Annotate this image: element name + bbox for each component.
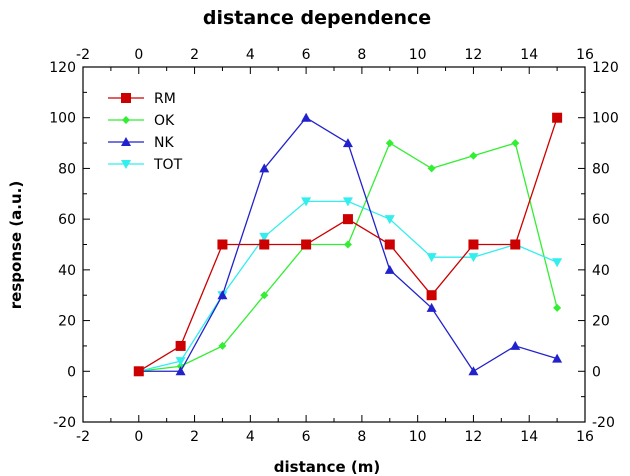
x-tick-label: 0 [134, 429, 143, 445]
data-point-ok [553, 303, 562, 312]
legend-label-rm: RM [154, 91, 176, 107]
legend-item-tot: TOT [108, 157, 183, 173]
data-point-nk [552, 353, 563, 363]
y-tick-label-right: 40 [592, 263, 610, 279]
data-point-rm [342, 214, 353, 225]
y-tick-label: -20 [53, 415, 76, 431]
data-point-rm [426, 290, 437, 301]
x-tick-label: 2 [190, 429, 199, 445]
series-group [133, 112, 563, 377]
legend: RM OK NK TOT [108, 91, 183, 173]
data-point-nk [468, 366, 479, 376]
x-tick-label: 8 [357, 429, 366, 445]
legend-item-ok: OK [108, 113, 175, 129]
data-point-tot [175, 357, 186, 367]
data-point-tot [384, 215, 395, 225]
legend-label-tot: TOT [153, 157, 183, 173]
data-point-rm [301, 239, 312, 250]
y-tick-label: 100 [49, 111, 76, 127]
data-point-tot [259, 232, 270, 242]
legend-marker-ok [122, 116, 130, 124]
data-point-rm [384, 239, 395, 250]
data-point-nk [342, 138, 353, 148]
y-tick-label: 60 [58, 212, 76, 228]
data-point-rm [510, 239, 521, 250]
x-tick-label-top: 12 [465, 47, 483, 63]
data-point-nk [426, 302, 437, 312]
y-tick-label-right: 60 [592, 212, 610, 228]
data-point-nk [301, 112, 312, 122]
series-nk [133, 112, 563, 376]
x-tick-label-top: 6 [302, 47, 311, 63]
x-tick-label-top: 16 [576, 47, 594, 63]
legend-marker-nk [121, 137, 131, 146]
legend-label-nk: NK [154, 135, 174, 151]
data-point-tot [468, 253, 479, 263]
legend-item-rm: RM [108, 91, 176, 107]
data-point-ok [427, 164, 436, 173]
data-point-nk [384, 264, 395, 274]
y-tick-label-right: 120 [592, 60, 619, 76]
data-point-rm [175, 340, 186, 351]
data-point-rm [468, 239, 479, 250]
data-point-ok [343, 240, 352, 249]
x-tick-label-top: -2 [76, 47, 90, 63]
y-tick-label: 20 [58, 314, 76, 330]
data-point-ok [511, 139, 520, 148]
data-point-tot [426, 253, 437, 263]
x-tick-label-top: 10 [409, 47, 427, 63]
data-point-tot [301, 197, 312, 207]
x-tick-label: 14 [520, 429, 538, 445]
y-tick-label: 120 [49, 60, 76, 76]
data-point-tot [342, 197, 353, 207]
x-tick-label-top: 4 [246, 47, 255, 63]
data-point-nk [175, 366, 186, 376]
data-point-rm [259, 239, 270, 250]
data-point-nk [510, 340, 521, 350]
data-point-ok [385, 139, 394, 148]
x-tick-label: 12 [465, 429, 483, 445]
y-tick-label-right: 80 [592, 161, 610, 177]
y-tick-label-right: 100 [592, 111, 619, 127]
data-point-rm [552, 112, 563, 123]
data-point-tot [552, 258, 563, 268]
data-point-ok [469, 151, 478, 160]
y-tick-label-right: -20 [592, 415, 615, 431]
series-line-tot [138, 200, 558, 372]
x-tick-label-top: 0 [134, 47, 143, 63]
x-tick-label: 16 [576, 429, 594, 445]
legend-marker-tot [121, 160, 131, 169]
y-tick-label: 0 [67, 364, 76, 380]
legend-marker-rm [121, 93, 131, 103]
data-point-rm [217, 239, 228, 250]
y-tick-label-right: 20 [592, 314, 610, 330]
series-ok [134, 139, 562, 376]
series-tot [133, 197, 563, 377]
data-point-rm [133, 366, 144, 377]
series-line-ok [138, 142, 558, 372]
y-tick-label: 80 [58, 161, 76, 177]
data-point-nk [259, 163, 270, 173]
legend-label-ok: OK [154, 113, 175, 129]
y-tick-label-right: 0 [592, 364, 601, 380]
x-axis-label: distance (m) [274, 458, 380, 476]
x-tick-label-top: 2 [190, 47, 199, 63]
x-tick-label: -2 [76, 429, 90, 445]
y-axis-label: response (a.u.) [7, 181, 25, 309]
chart-title: distance dependence [203, 7, 431, 29]
data-point-ok [260, 291, 269, 300]
x-tick-label: 6 [302, 429, 311, 445]
series-rm [133, 112, 563, 377]
x-tick-label-top: 14 [520, 47, 538, 63]
data-point-nk [217, 290, 228, 300]
x-tick-label: 4 [246, 429, 255, 445]
legend-item-nk: NK [108, 135, 174, 151]
y-tick-label: 40 [58, 263, 76, 279]
x-tick-label-top: 8 [357, 47, 366, 63]
data-point-ok [218, 341, 227, 350]
x-tick-label: 10 [409, 429, 427, 445]
